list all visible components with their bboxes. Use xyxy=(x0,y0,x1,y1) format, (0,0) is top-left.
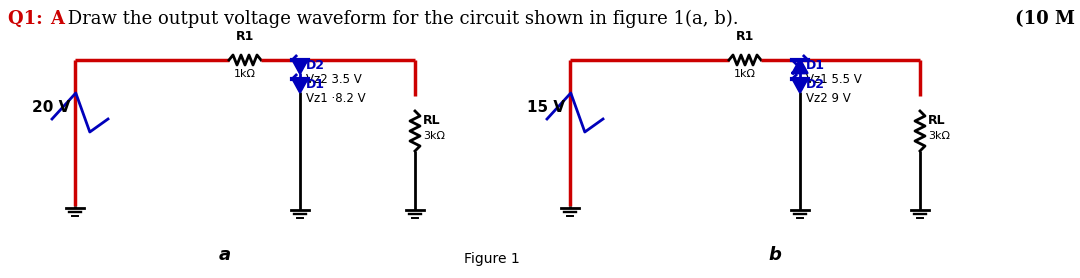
Text: Q1:: Q1: xyxy=(8,10,49,28)
Text: Vz1 ·8.2 V: Vz1 ·8.2 V xyxy=(306,92,366,105)
Text: 3kΩ: 3kΩ xyxy=(423,131,445,141)
Text: b: b xyxy=(769,246,782,264)
Text: Vz2 9 V: Vz2 9 V xyxy=(806,92,851,105)
Text: Vz2 3.5 V: Vz2 3.5 V xyxy=(306,73,362,86)
Text: D1: D1 xyxy=(806,59,825,72)
Text: 15 V: 15 V xyxy=(527,100,565,115)
Text: R1: R1 xyxy=(735,30,754,43)
Polygon shape xyxy=(793,79,807,92)
Text: A: A xyxy=(50,10,64,28)
Text: D2: D2 xyxy=(806,78,825,91)
Text: Vz1 5.5 V: Vz1 5.5 V xyxy=(806,73,862,86)
Text: D2: D2 xyxy=(306,59,325,72)
Text: D1: D1 xyxy=(306,78,325,91)
Polygon shape xyxy=(293,60,307,73)
Text: RL: RL xyxy=(928,115,946,128)
Text: RL: RL xyxy=(423,115,441,128)
Text: 3kΩ: 3kΩ xyxy=(928,131,950,141)
Polygon shape xyxy=(293,79,307,92)
Text: (10 M: (10 M xyxy=(1015,10,1075,28)
Text: 1kΩ: 1kΩ xyxy=(234,69,256,79)
Text: 1kΩ: 1kΩ xyxy=(734,69,756,79)
Text: a: a xyxy=(219,246,231,264)
Text: 20 V: 20 V xyxy=(31,100,70,115)
Text: Draw the output voltage waveform for the circuit shown in figure 1(a, b).: Draw the output voltage waveform for the… xyxy=(62,10,739,28)
Text: R1: R1 xyxy=(235,30,254,43)
Text: Figure 1: Figure 1 xyxy=(464,252,519,266)
Polygon shape xyxy=(793,60,807,73)
